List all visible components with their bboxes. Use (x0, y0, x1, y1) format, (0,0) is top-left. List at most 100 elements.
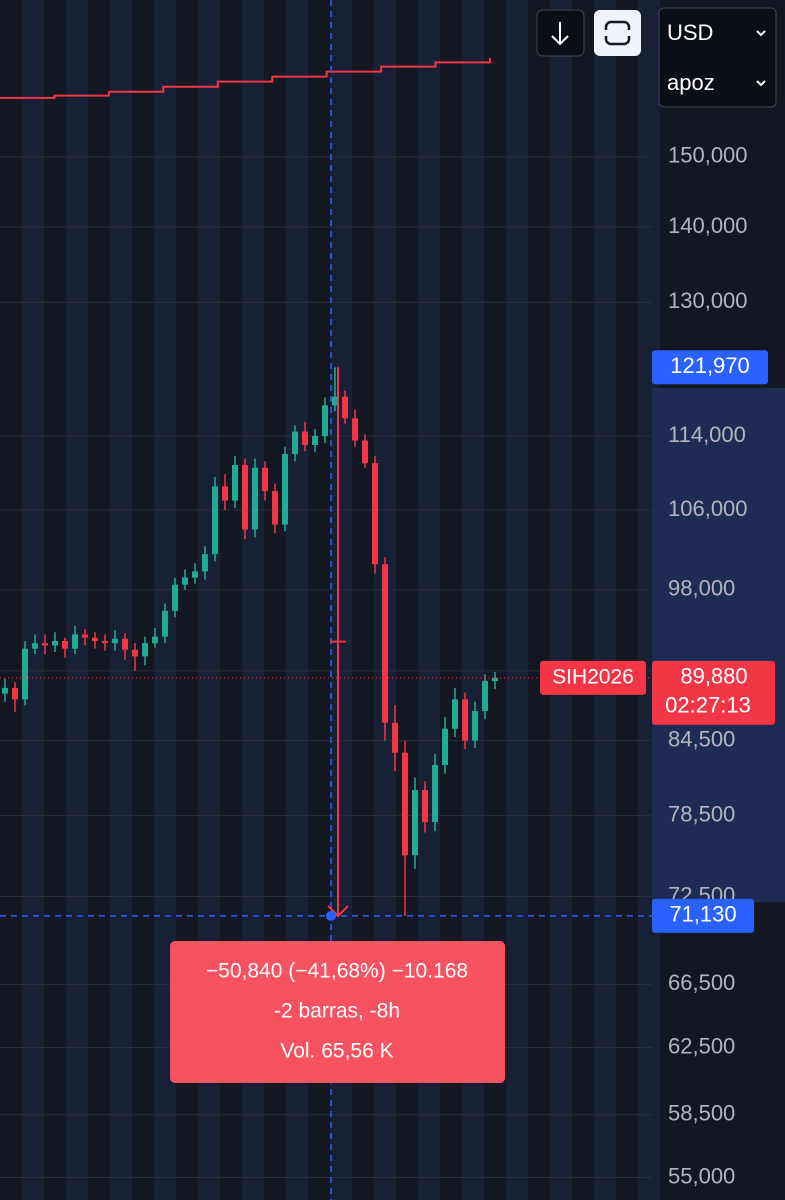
y-tick-label: 140,000 (668, 213, 748, 238)
currency-select[interactable]: USD (667, 20, 713, 45)
candle-body (22, 648, 28, 700)
candle-body (132, 649, 138, 657)
candle-body (342, 396, 348, 419)
session-stripes (22, 0, 660, 1200)
price-badge (652, 660, 775, 725)
measure-box (170, 941, 505, 1083)
symbol-label: SIH2026 (552, 665, 634, 688)
measure-text: −50,840 (−41,68%) −10.168 (206, 960, 468, 983)
candle-body (422, 790, 428, 823)
candle-body (222, 486, 228, 501)
y-tick-label: 130,000 (668, 288, 748, 313)
candle-body (352, 418, 358, 441)
y-tick-label: 62,500 (668, 1033, 735, 1058)
range-high-badge (652, 350, 768, 385)
y-tick-label: 58,500 (668, 1101, 735, 1126)
candle-body (442, 728, 448, 766)
y-tick-label: 78,500 (668, 801, 735, 826)
candle-body (52, 640, 58, 646)
candle-body (162, 610, 168, 637)
candle-body (322, 405, 328, 437)
stripe (330, 0, 352, 1200)
chevron (756, 80, 766, 87)
candle-body (432, 765, 438, 823)
symbol-badge (540, 660, 646, 695)
measure-arrow-head (327, 905, 349, 918)
range-high-label: 121,970 (670, 353, 750, 378)
crosshair-dot (326, 910, 336, 921)
measure-text: -2 barras, -8h (274, 1000, 400, 1023)
y-tick-label: 98,000 (668, 576, 735, 601)
candle-body (472, 711, 478, 741)
candle-body (482, 681, 488, 712)
candle-body (182, 577, 188, 585)
candle-body (312, 436, 318, 445)
stripe (66, 0, 88, 1200)
candle-body (122, 638, 128, 650)
countdown-label: 02:27:13 (665, 693, 751, 718)
candle-body (72, 634, 78, 649)
overlay-line (0, 58, 491, 99)
y-tick-label: 106,000 (668, 496, 748, 521)
chevron (756, 30, 766, 37)
candle-body (452, 699, 458, 729)
candle-body (202, 554, 208, 572)
stripe (110, 0, 132, 1200)
stripe (418, 0, 440, 1200)
account-select[interactable]: apoz (667, 70, 715, 95)
stripe (242, 0, 264, 1200)
measure-text: Vol. 65,56 K (280, 1040, 393, 1063)
plot (0, 58, 498, 916)
candle-body (302, 431, 308, 445)
stripe (462, 0, 484, 1200)
y-tick-label: 114,000 (668, 422, 746, 447)
stripe (22, 0, 44, 1200)
candle-body (332, 396, 338, 406)
candle-body (412, 790, 418, 856)
candle-body (372, 463, 378, 565)
candle-body (402, 752, 408, 856)
y-axis: 55,00058,50062,50066,50072,50078,50084,5… (668, 143, 748, 1189)
candle-body (142, 643, 148, 657)
candle-body (12, 687, 18, 700)
candle-body (362, 440, 368, 464)
stripe (198, 0, 220, 1200)
candle-body (42, 643, 48, 646)
toolbar: USD apoz (536, 7, 777, 108)
candle-body (262, 467, 268, 492)
candle-body (112, 638, 118, 644)
range-low-label: 71,130 (669, 902, 736, 927)
stripe (286, 0, 308, 1200)
candle-body (92, 637, 98, 641)
candle-body (292, 431, 298, 455)
candle-body (82, 634, 88, 638)
candle-body (282, 454, 288, 525)
stripe (506, 0, 528, 1200)
arrow-icon (551, 22, 569, 46)
candle-body (152, 636, 158, 644)
candle-body (492, 677, 498, 682)
dropdown-panel (658, 7, 777, 108)
candle-body (392, 722, 398, 753)
candle-body (272, 491, 278, 525)
candle-body (382, 564, 388, 723)
candle-body (2, 687, 8, 694)
stripe (550, 0, 572, 1200)
y-tick-label: 55,000 (668, 1163, 735, 1188)
candle-body (32, 643, 38, 649)
range-highlight (652, 388, 785, 902)
candle-body (62, 640, 68, 649)
candle-body (212, 486, 218, 555)
y-tick-label: 150,000 (668, 143, 748, 168)
last-price-label: 89,880 (680, 664, 747, 689)
y-tick-label: 66,500 (668, 970, 735, 995)
candle-body (242, 464, 248, 530)
stripe (154, 0, 176, 1200)
y-tick-label: 84,500 (668, 726, 735, 751)
candle-body (232, 464, 238, 501)
candle-body (252, 467, 258, 530)
candle-body (102, 640, 108, 644)
stripe (594, 0, 616, 1200)
